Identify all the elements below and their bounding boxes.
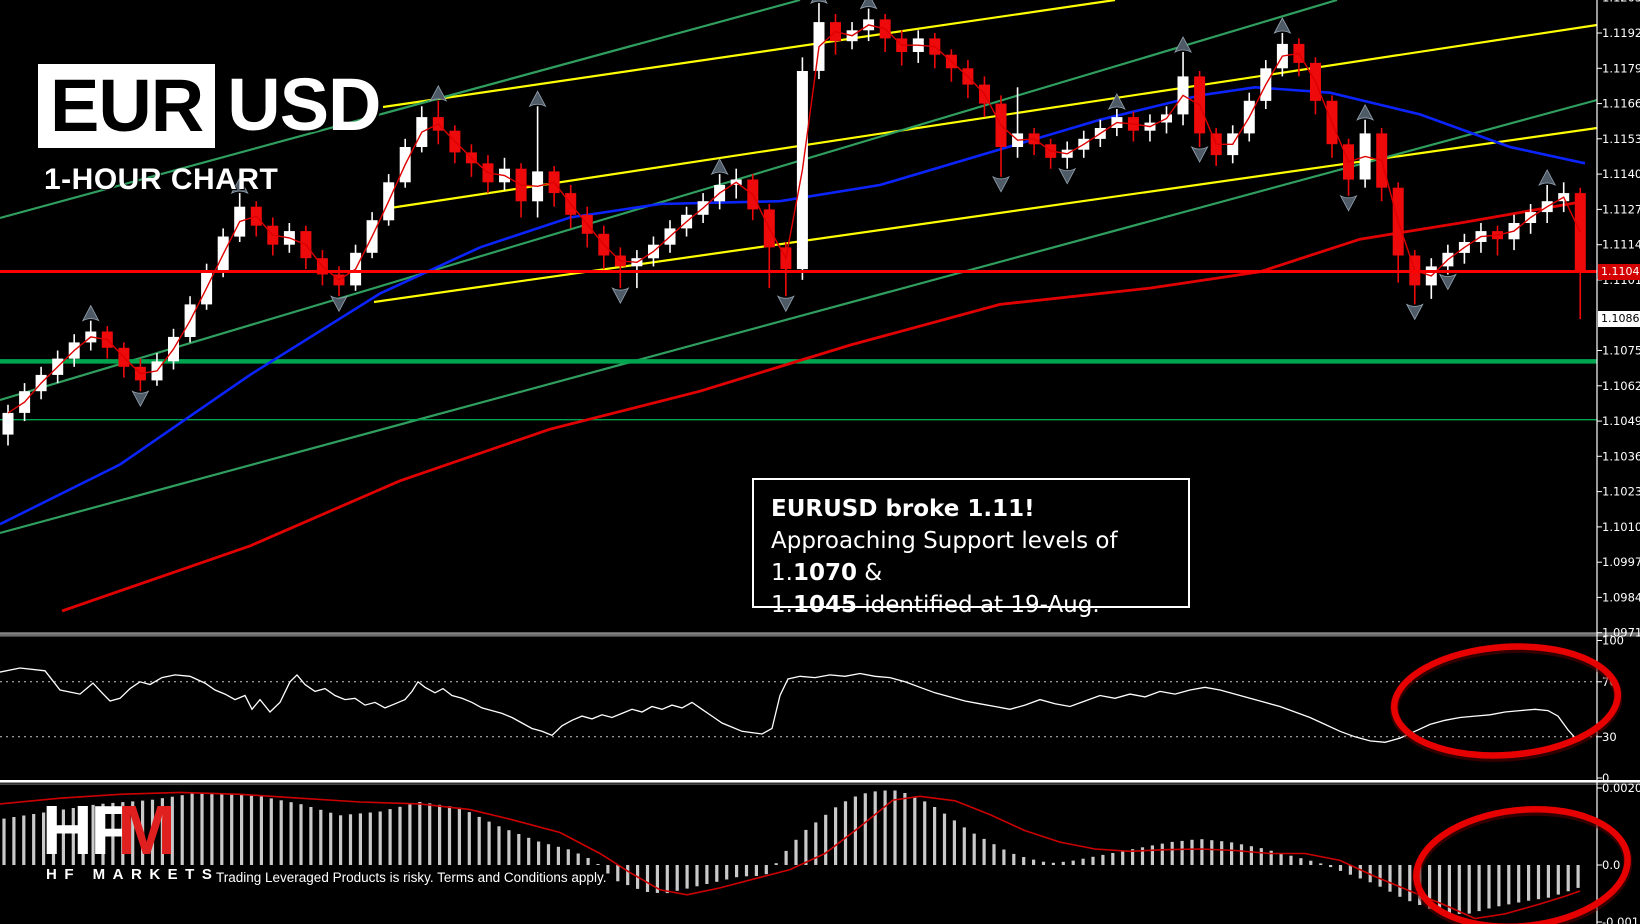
highlight-circles bbox=[1389, 643, 1633, 924]
support-lines bbox=[0, 359, 1597, 421]
risk-disclaimer: Trading Leveraged Products is risky. Ter… bbox=[216, 870, 607, 885]
svg-text:1.11660: 1.11660 bbox=[1602, 97, 1640, 111]
annotation-headline: EURUSD broke 1.11! bbox=[771, 496, 1035, 522]
hfm-logo: HFM bbox=[42, 791, 176, 869]
svg-text:-0.001627: -0.001627 bbox=[1602, 915, 1640, 924]
svg-text:0.002016: 0.002016 bbox=[1602, 781, 1640, 795]
panel-separators bbox=[0, 632, 1640, 785]
svg-text:1.11270: 1.11270 bbox=[1602, 202, 1640, 216]
svg-text:0.0: 0.0 bbox=[1602, 858, 1620, 872]
svg-text:1.09710: 1.09710 bbox=[1602, 626, 1640, 640]
analysis-annotation-box[interactable]: EURUSD broke 1.11! Approaching Support l… bbox=[752, 478, 1190, 618]
annotation-line3: 1.1045 identified at 19-Aug. bbox=[771, 592, 1100, 618]
timeframe-label: 1-HOUR CHART bbox=[44, 163, 279, 196]
session-low-marker: 1.10866 bbox=[1598, 311, 1640, 327]
svg-text:1.10750: 1.10750 bbox=[1602, 344, 1640, 358]
svg-text:1.11140: 1.11140 bbox=[1602, 238, 1640, 252]
ma-mid-blue bbox=[0, 85, 1586, 526]
svg-text:1.10230: 1.10230 bbox=[1602, 485, 1640, 499]
macd-panel bbox=[0, 790, 1581, 920]
svg-text:1.09840: 1.09840 bbox=[1602, 590, 1640, 604]
svg-text:1.10360: 1.10360 bbox=[1602, 449, 1640, 463]
chart-title: EUR USD bbox=[38, 63, 382, 148]
svg-text:1.11790: 1.11790 bbox=[1602, 61, 1640, 75]
svg-text:1.11920: 1.11920 bbox=[1602, 26, 1640, 40]
hfm-wordmark: HF MARKETS bbox=[46, 866, 220, 883]
annotation-line2: Approaching Support levels of 1.1070 & bbox=[771, 528, 1118, 586]
svg-text:1.11400: 1.11400 bbox=[1602, 167, 1640, 181]
svg-text:30: 30 bbox=[1602, 730, 1617, 744]
price-axis: 1.12050 1.11920 1.11790 1.11660 1.11530 1.114… bbox=[1596, 0, 1640, 924]
symbol-quote: USD bbox=[227, 63, 381, 146]
ma-slow-red bbox=[61, 199, 1586, 613]
symbol-base: EUR bbox=[38, 64, 216, 148]
svg-text:0: 0 bbox=[1602, 771, 1609, 785]
ma-fast-red bbox=[7, 24, 1581, 414]
svg-text:1.10620: 1.10620 bbox=[1602, 379, 1640, 393]
svg-text:1.10490: 1.10490 bbox=[1602, 414, 1640, 428]
rsi-panel bbox=[0, 667, 1597, 743]
svg-text:1.12050: 1.12050 bbox=[1602, 0, 1640, 5]
fractal-arrows bbox=[81, 0, 1557, 408]
svg-text:1.11530: 1.11530 bbox=[1602, 132, 1640, 146]
svg-text:100: 100 bbox=[1602, 634, 1624, 648]
svg-text:1.10100: 1.10100 bbox=[1602, 520, 1640, 534]
svg-text:1.09970: 1.09970 bbox=[1602, 555, 1640, 569]
